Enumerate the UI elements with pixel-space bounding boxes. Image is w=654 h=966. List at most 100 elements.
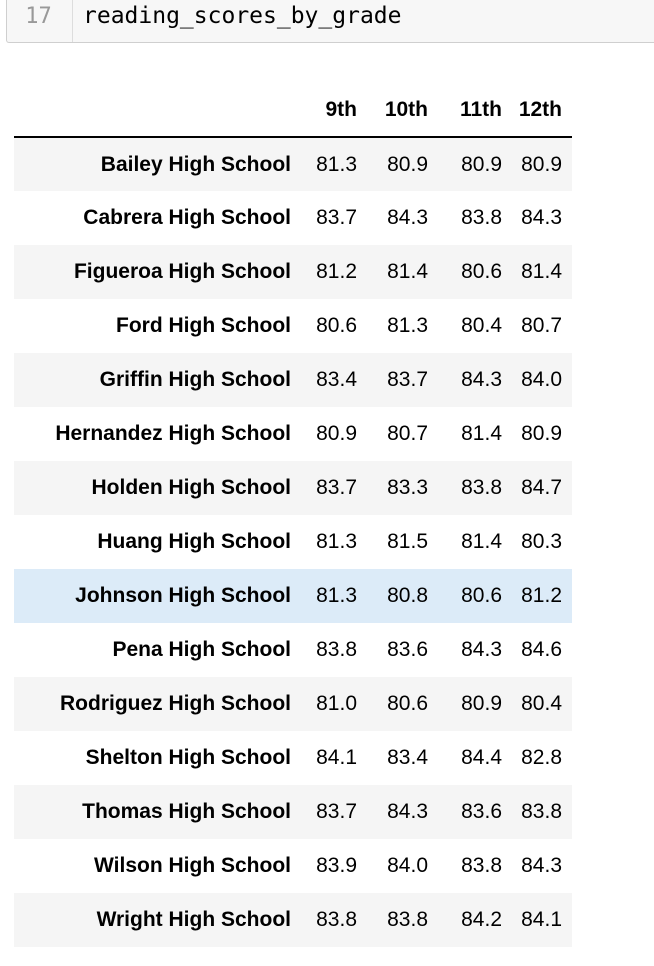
table-cell-11th: 80.9 (461, 152, 502, 176)
table-cell-11th: 81.4 (461, 422, 502, 445)
table-cell-9th: 83.7 (316, 206, 357, 229)
table-row: Bailey High School 81.3 80.9 80.9 80.9 (14, 137, 572, 191)
table-cell-11th: 84.3 (461, 638, 502, 661)
table-cell-9th: 83.8 (316, 638, 357, 661)
table-cell-11th: 83.8 (461, 206, 502, 229)
table-cell-12th: 81.2 (521, 584, 562, 607)
table-cell-10th: 80.9 (387, 152, 428, 176)
table-cell-10th: 81.4 (387, 260, 428, 283)
table-cell-12th: 82.8 (521, 746, 562, 769)
table-row: Figueroa High School 81.2 81.4 80.6 81.4 (14, 245, 572, 299)
table-cell-10th: 80.6 (387, 692, 428, 715)
table-cell-10th: 83.3 (387, 476, 428, 499)
table-cell-9th: 81.3 (316, 152, 357, 176)
table-cell-12th: 80.9 (521, 152, 562, 176)
table-cell-9th: 83.7 (316, 800, 357, 823)
table-row: Wright High School 83.8 83.8 84.2 84.1 (14, 893, 572, 947)
table-cell-12th: 84.0 (521, 368, 562, 391)
table-cell-10th: 83.8 (387, 908, 428, 931)
table-cell-9th: 81.2 (316, 260, 357, 283)
row-label-school: Johnson High School (75, 584, 291, 607)
row-label-school: Holden High School (91, 476, 292, 499)
table-row: Thomas High School 83.7 84.3 83.6 83.8 (14, 785, 572, 839)
table-cell-12th: 84.3 (521, 206, 562, 229)
table-cell-10th: 80.8 (387, 584, 428, 607)
table-cell-10th: 84.0 (387, 854, 428, 877)
row-label-school: Wilson High School (94, 854, 291, 877)
table-cell-11th: 84.4 (461, 746, 502, 769)
table-row: Griffin High School 83.4 83.7 84.3 84.0 (14, 353, 572, 407)
table-cell-9th: 83.7 (316, 476, 357, 499)
table-cell-9th: 81.0 (316, 692, 357, 715)
table-cell-12th: 84.6 (521, 638, 562, 661)
table-cell-12th: 84.3 (521, 854, 562, 877)
table-cell-9th: 81.3 (316, 530, 357, 553)
line-number: 17 (7, 0, 73, 42)
row-label-school: Rodriguez High School (60, 692, 291, 715)
table-cell-10th: 81.3 (387, 314, 428, 337)
table-cell-10th: 84.3 (387, 800, 428, 823)
row-label-school: Griffin High School (99, 368, 291, 391)
table-cell-12th: 80.3 (521, 530, 562, 553)
table-cell-11th: 80.9 (461, 692, 502, 715)
table-cell-11th: 83.8 (461, 476, 502, 499)
column-header-11th: 11th (438, 83, 512, 138)
table-row: Ford High School 80.6 81.3 80.4 80.7 (14, 299, 572, 353)
table-row: Huang High School 81.3 81.5 81.4 80.3 (14, 515, 572, 569)
table-row: Wilson High School 83.9 84.0 83.8 84.3 (14, 839, 572, 893)
row-label-school: Bailey High School (100, 152, 291, 176)
row-label-school: Hernandez High School (55, 422, 291, 445)
table-row: Pena High School 83.8 83.6 84.3 84.6 (14, 623, 572, 677)
row-label-school: Shelton High School (85, 746, 291, 769)
table-cell-12th: 84.1 (521, 908, 562, 931)
table-cell-11th: 83.8 (461, 854, 502, 877)
table-row: Shelton High School 84.1 83.4 84.4 82.8 (14, 731, 572, 785)
row-label-school: Huang High School (97, 530, 291, 553)
table-cell-9th: 83.9 (316, 854, 357, 877)
row-label-school: Figueroa High School (73, 260, 291, 283)
row-label-school: Thomas High School (82, 800, 291, 823)
table-row: Holden High School 83.7 83.3 83.8 84.7 (14, 461, 572, 515)
code-line[interactable]: reading_scores_by_grade (83, 3, 402, 29)
table-cell-12th: 84.7 (521, 476, 562, 499)
table-cell-9th: 84.1 (316, 746, 357, 769)
table-cell-12th: 81.4 (521, 260, 562, 283)
table-cell-12th: 80.9 (521, 422, 562, 445)
table-cell-11th: 80.6 (461, 584, 502, 607)
table-cell-11th: 83.6 (461, 800, 502, 823)
table-cell-9th: 83.4 (316, 368, 357, 391)
column-header-12th: 12th (512, 83, 572, 138)
column-header-10th: 10th (367, 83, 438, 138)
table-cell-9th: 80.6 (316, 314, 357, 337)
table-row: Rodriguez High School 81.0 80.6 80.9 80.4 (14, 677, 572, 731)
table-cell-10th: 83.6 (387, 638, 428, 661)
table-cell-11th: 81.4 (461, 530, 502, 553)
table-cell-11th: 80.4 (461, 314, 502, 337)
row-label-school: Pena High School (112, 638, 291, 661)
table-cell-12th: 83.8 (521, 800, 562, 823)
table-cell-10th: 81.5 (387, 530, 428, 553)
row-label-school: Ford High School (116, 314, 291, 337)
table-cell-10th: 83.4 (387, 746, 428, 769)
table-cell-10th: 83.7 (387, 368, 428, 391)
table-row: Johnson High School 81.3 80.8 80.6 81.2 (14, 569, 572, 623)
table-row: Hernandez High School 80.9 80.7 81.4 80.9 (14, 407, 572, 461)
row-label-school: Cabrera High School (83, 206, 291, 229)
table-header-row: 9th 10th 11th 12th (14, 83, 572, 138)
table-cell-9th: 83.8 (316, 908, 357, 931)
table-cell-10th: 84.3 (387, 206, 428, 229)
table-cell-9th: 81.3 (316, 584, 357, 607)
table-cell-11th: 84.2 (461, 908, 502, 931)
table-cell-12th: 80.4 (521, 692, 562, 715)
table-cell-11th: 80.6 (461, 260, 502, 283)
index-header (14, 83, 307, 138)
table-cell-9th: 80.9 (316, 422, 357, 445)
table-cell-10th: 80.7 (387, 422, 428, 445)
table-row: Cabrera High School 83.7 84.3 83.8 84.3 (14, 191, 572, 245)
reading-scores-table: 9th 10th 11th 12th Bailey High School 81.… (14, 83, 572, 947)
row-label-school: Wright High School (96, 908, 291, 931)
table-cell-11th: 84.3 (461, 368, 502, 391)
code-cell-input[interactable]: 17 reading_scores_by_grade (6, 0, 654, 43)
column-header-9th: 9th (307, 83, 367, 138)
table-cell-12th: 80.7 (521, 314, 562, 337)
